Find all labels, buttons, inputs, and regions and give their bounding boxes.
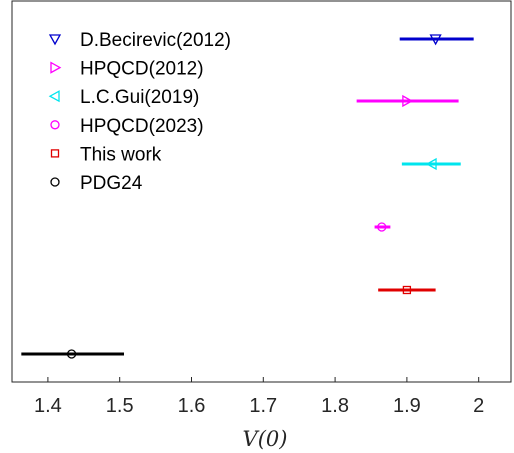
data-point — [402, 94, 414, 108]
legend-label: HPQCD(2012) — [80, 59, 204, 80]
data-point — [377, 222, 387, 232]
legend-label: L.C.Gui(2019) — [80, 87, 199, 108]
legend-marker — [48, 34, 62, 46]
legend-marker — [50, 177, 60, 187]
plot-area — [11, 0, 512, 383]
legend-marker — [50, 61, 62, 74]
legend-label: HPQCD(2023) — [80, 116, 204, 137]
x-axis: 1.4 1.5 1.6 1.7 1.8 1.9 2 — [34, 377, 484, 417]
data-point — [402, 285, 412, 295]
legend-label: D.Becirevic(2012) — [80, 30, 231, 51]
legend-marker — [48, 90, 60, 103]
x-tick-label: 1.8 — [321, 395, 349, 417]
legend: D.Becirevic(2012) HPQCD(2012) L.C.Gui(2019… — [48, 30, 231, 194]
x-tick-label: 1.9 — [393, 395, 421, 417]
legend-marker — [50, 149, 60, 158]
legend-label: PDG24 — [80, 173, 143, 194]
x-tick-label: 2 — [473, 395, 484, 417]
x-tick-label: 1.4 — [34, 395, 62, 417]
legend-marker — [50, 120, 60, 130]
legend-label: This work — [80, 144, 162, 165]
x-tick-label: 1.7 — [249, 395, 277, 417]
data-marks — [21, 34, 474, 359]
x-axis-title: V(0) — [243, 427, 288, 451]
data-point — [66, 349, 77, 359]
x-tick-label: 1.5 — [106, 395, 134, 417]
x-tick-label: 1.6 — [178, 395, 206, 417]
data-point — [425, 157, 437, 171]
data-point — [429, 34, 442, 46]
